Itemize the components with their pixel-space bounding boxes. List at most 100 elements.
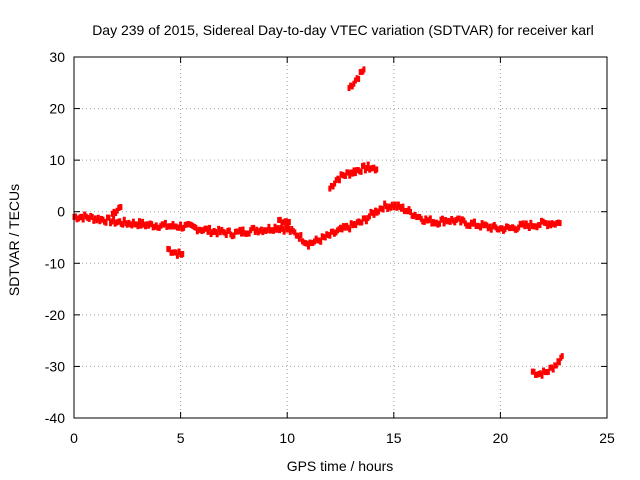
- data-point: [431, 219, 435, 226]
- data-point: [109, 220, 113, 227]
- data-point: [346, 169, 350, 176]
- data-point: [166, 223, 170, 230]
- data-point: [500, 225, 504, 232]
- data-point: [374, 207, 378, 214]
- data-point: [497, 226, 501, 233]
- data-point: [520, 221, 524, 228]
- data-point: [317, 237, 321, 244]
- data-point: [399, 205, 403, 212]
- data-point: [553, 362, 557, 369]
- data-point: [148, 220, 152, 227]
- data-point: [412, 213, 416, 220]
- data-point: [534, 371, 538, 378]
- data-point: [439, 216, 443, 223]
- data-point: [358, 219, 362, 226]
- data-point: [430, 220, 434, 227]
- data-point: [311, 239, 315, 246]
- data-point: [362, 162, 366, 169]
- data-point: [281, 225, 285, 232]
- data-point: [535, 224, 539, 231]
- x-tick-label: 25: [599, 430, 615, 446]
- data-point: [514, 226, 518, 233]
- data-point: [343, 172, 347, 179]
- data-point: [535, 371, 539, 378]
- data-point: [358, 69, 362, 76]
- data-point: [538, 370, 542, 377]
- y-tick-label: 20: [49, 101, 65, 117]
- data-point: [163, 219, 167, 226]
- data-point: [204, 225, 208, 232]
- data-point: [282, 228, 286, 235]
- data-marks: [72, 66, 564, 379]
- data-point: [495, 226, 499, 233]
- data-point: [448, 218, 452, 225]
- data-point: [550, 220, 554, 227]
- data-point: [201, 227, 205, 234]
- data-point: [256, 229, 260, 236]
- data-point: [546, 223, 550, 230]
- data-point: [236, 228, 240, 235]
- data-point: [285, 226, 289, 233]
- grid-lines: [74, 57, 607, 418]
- data-point: [390, 201, 394, 208]
- data-point: [262, 227, 266, 234]
- data-point: [179, 221, 183, 228]
- data-point: [441, 215, 445, 222]
- data-point: [305, 240, 309, 247]
- data-point: [437, 220, 441, 227]
- data-point: [445, 218, 449, 225]
- data-point: [278, 216, 282, 223]
- data-point: [532, 368, 536, 375]
- data-point: [153, 223, 157, 230]
- data-point: [498, 225, 502, 232]
- data-point: [232, 232, 236, 239]
- data-point: [418, 213, 422, 220]
- data-point: [541, 218, 545, 225]
- data-point: [509, 225, 513, 232]
- data-point: [87, 215, 91, 222]
- chart-title: Day 239 of 2015, Sidereal Day-to-day VTE…: [92, 22, 594, 38]
- data-point: [476, 222, 480, 229]
- data-point: [554, 362, 558, 369]
- data-point: [142, 221, 146, 228]
- data-point: [197, 226, 201, 233]
- data-point: [141, 218, 145, 225]
- data-point: [162, 221, 166, 228]
- data-point: [555, 219, 559, 226]
- data-point: [169, 223, 173, 230]
- data-point: [447, 218, 451, 225]
- data-point: [290, 226, 294, 233]
- data-point: [537, 371, 541, 378]
- data-point: [115, 219, 119, 226]
- data-point: [536, 222, 540, 229]
- data-point: [293, 229, 297, 236]
- data-point: [339, 224, 342, 231]
- data-point: [370, 209, 374, 216]
- data-point: [271, 227, 275, 234]
- data-point: [551, 366, 555, 373]
- data-point: [355, 219, 359, 226]
- data-point: [217, 225, 221, 232]
- data-point: [402, 208, 406, 215]
- data-point: [294, 232, 298, 239]
- data-point: [151, 224, 155, 231]
- y-tick-label: -30: [45, 358, 65, 374]
- data-point: [474, 223, 478, 230]
- data-point: [342, 223, 346, 230]
- data-point: [517, 224, 521, 231]
- data-point: [249, 227, 253, 234]
- data-point: [560, 353, 564, 360]
- data-point: [488, 223, 492, 230]
- data-point: [553, 221, 557, 228]
- data-point: [328, 185, 332, 192]
- data-point: [351, 222, 355, 229]
- data-point: [444, 217, 448, 224]
- data-point: [296, 232, 300, 239]
- data-point: [83, 211, 87, 218]
- data-point: [471, 220, 475, 227]
- x-tick-label: 5: [177, 430, 185, 446]
- data-point: [334, 229, 338, 236]
- data-point: [348, 226, 352, 233]
- data-point: [506, 223, 510, 230]
- data-point: [133, 221, 137, 228]
